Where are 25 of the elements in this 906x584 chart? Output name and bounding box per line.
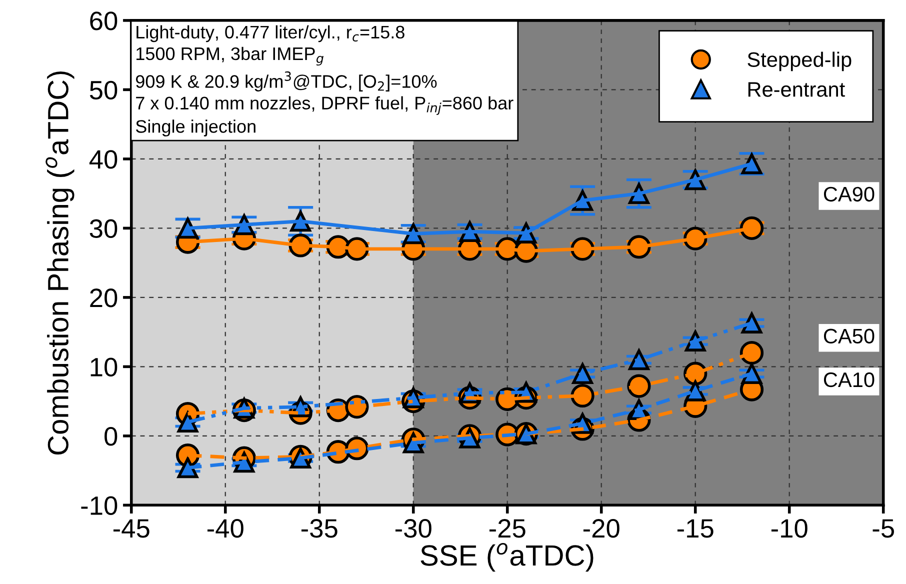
text: Light-duty, 0.477 liter/cyl., r$_{c}$=15.8 1500 RPM, 3bar IMEP$_{g}$ 909 K & 20.9 kg/m$^{3}$@TDC, [O$_{2}$]=10% 7 x 0.140 mm nozzles, DPRF fuel, P$_{inj}$=860 bar Single injection	[136, 25, 514, 136]
x-tick-label: -20	[583, 519, 620, 538]
y-tick-label: 60	[90, 12, 118, 30]
y-axis-title: Combustion Phasing ($^{o}$aTDC)	[46, 71, 74, 455]
legend-label: Stepped-lip	[748, 52, 852, 72]
x-tick-label: -10	[771, 519, 808, 538]
y-tick-label: 0	[104, 427, 118, 446]
legend-label: Re-entrant	[748, 82, 845, 97]
y-tick-label: 10	[90, 358, 118, 376]
annotation: CA90	[824, 186, 874, 202]
y-tick-label: 50	[90, 80, 118, 100]
x-tick-label: -15	[677, 519, 714, 538]
x-axis-title: SSE ($^{o}$aTDC)	[420, 542, 594, 572]
x-tick-label: -35	[301, 519, 338, 538]
x-tick-label: -45	[113, 519, 150, 538]
x-tick-label: -5	[872, 519, 894, 538]
x-tick-label: -40	[207, 519, 244, 538]
annotation: CA10	[824, 372, 874, 388]
x-tick-label: -25	[489, 519, 526, 538]
y-tick-label: 30	[90, 219, 118, 238]
y-tick-label: -10	[81, 496, 118, 515]
y-tick-label: 40	[89, 150, 118, 169]
annotation: CA50	[824, 328, 874, 344]
x-tick-label: -30	[395, 519, 432, 538]
y-tick-label: 20	[90, 288, 118, 308]
